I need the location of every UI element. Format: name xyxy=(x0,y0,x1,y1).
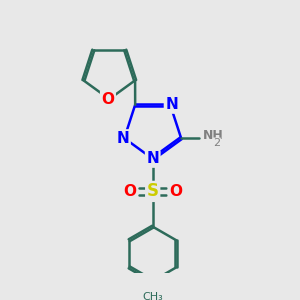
Text: CH₃: CH₃ xyxy=(142,292,163,300)
Text: 2: 2 xyxy=(213,138,220,148)
Text: S: S xyxy=(147,182,159,200)
Text: N: N xyxy=(146,151,159,166)
Text: O: O xyxy=(169,184,182,199)
Text: NH: NH xyxy=(203,129,224,142)
Text: O: O xyxy=(123,184,136,199)
Text: N: N xyxy=(117,131,129,146)
Text: O: O xyxy=(101,92,114,106)
Text: N: N xyxy=(165,97,178,112)
